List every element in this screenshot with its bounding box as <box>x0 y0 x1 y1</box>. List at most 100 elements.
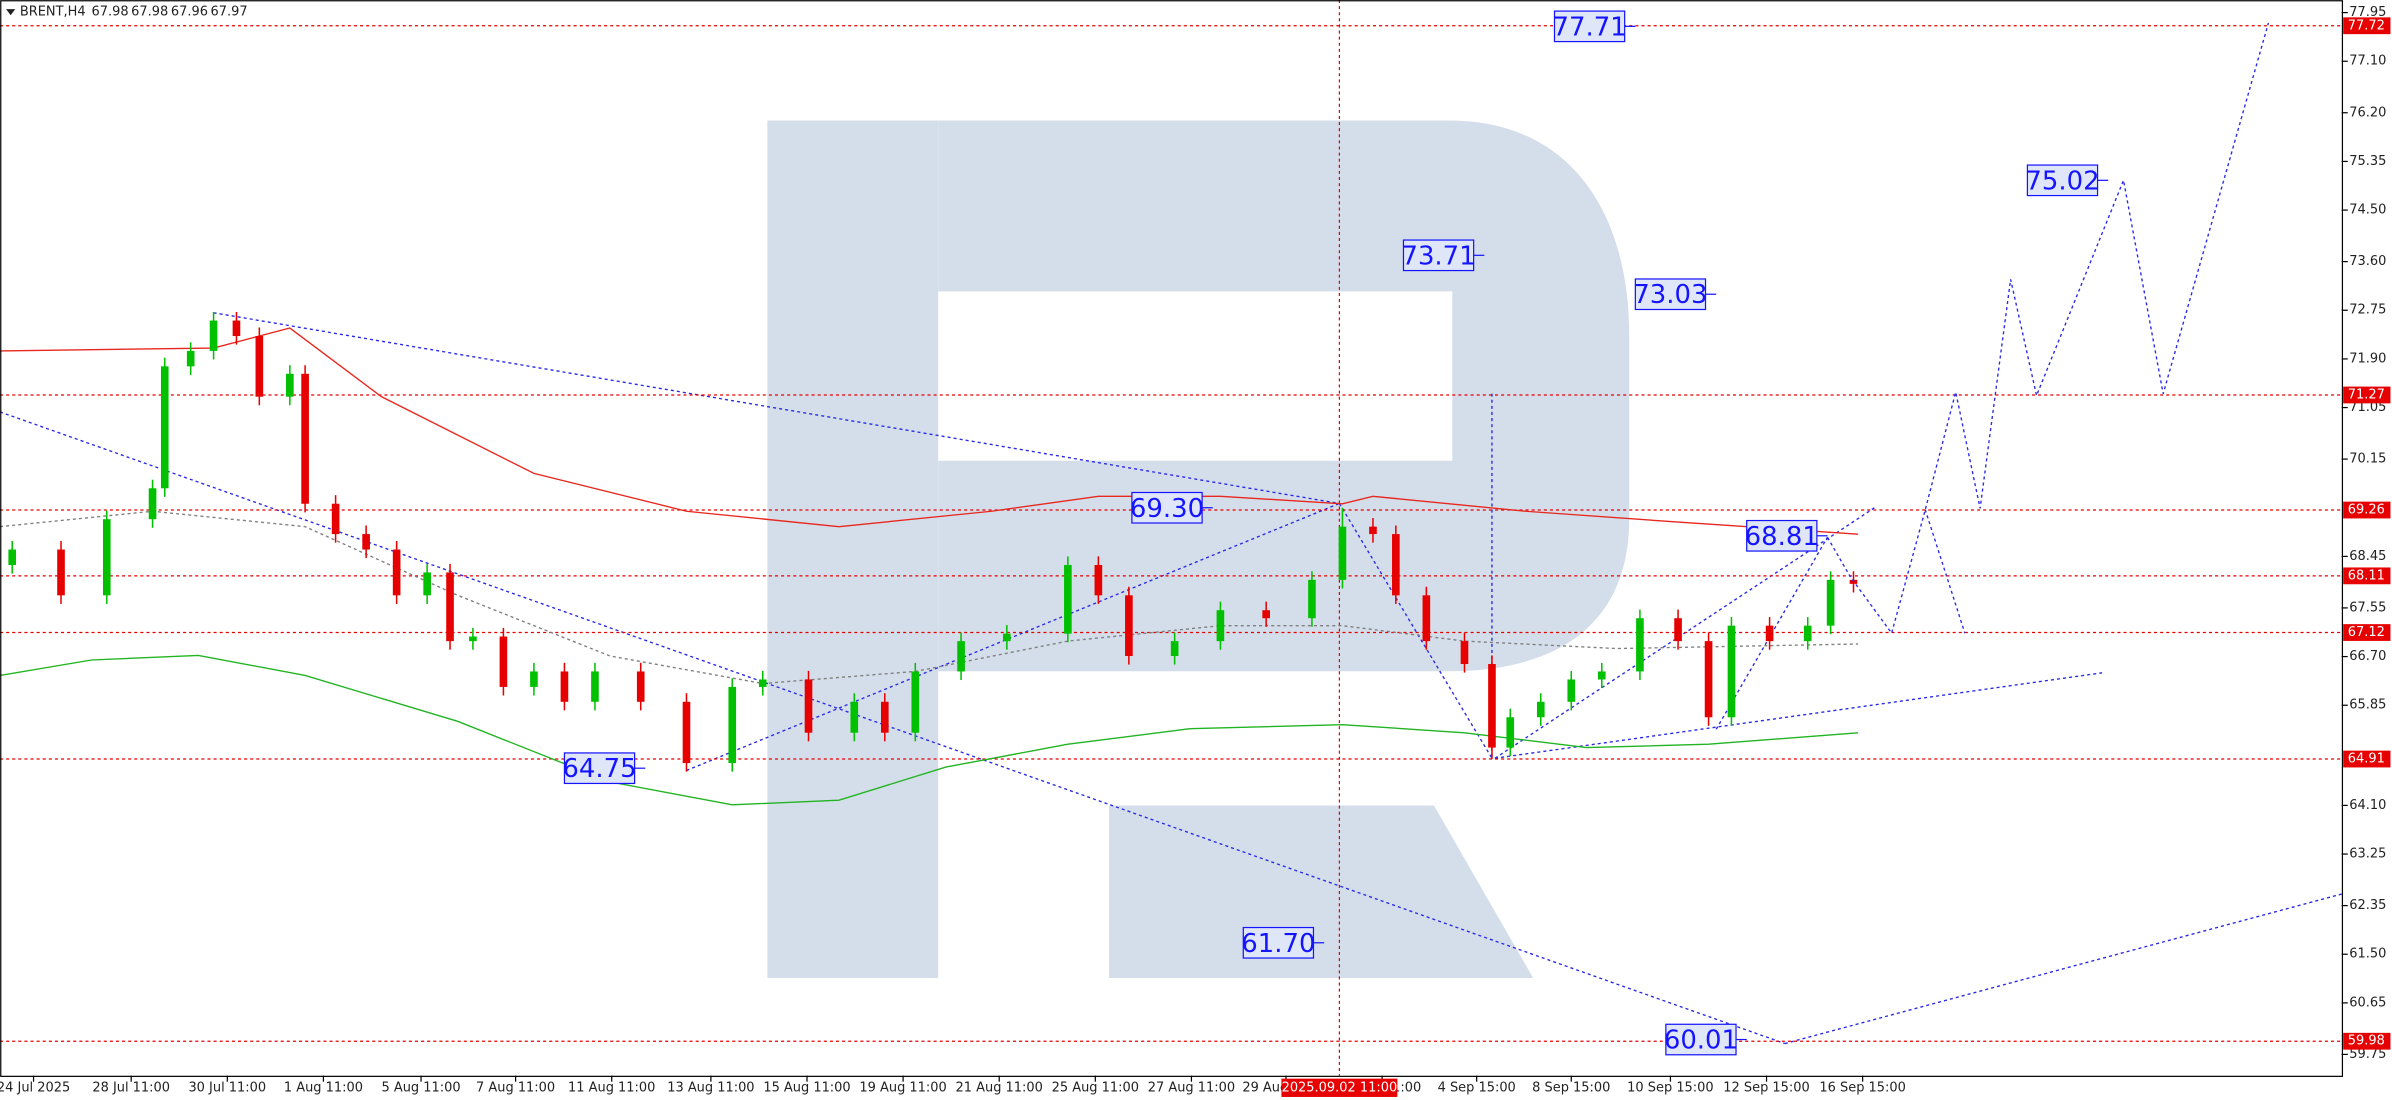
candle-body <box>880 701 889 733</box>
x-tick-label: 8 Sep 15:00 <box>1532 1080 1610 1095</box>
annotation-label: 68.81 <box>1745 522 1819 552</box>
x-tick-label: 21 Aug 11:00 <box>956 1080 1043 1095</box>
x-tick-label: 4 Sep 15:00 <box>1438 1080 1516 1095</box>
candle-body <box>682 701 691 764</box>
y-tick-label: 61.50 <box>2349 947 2386 962</box>
candle-body <box>1094 564 1103 596</box>
price-tag: 69.26 <box>2348 503 2385 518</box>
price-tag: 67.12 <box>2348 625 2385 640</box>
price-tag-box <box>2343 501 2391 519</box>
candle-body <box>1727 625 1736 718</box>
x-tick-label: 5 Aug 11:00 <box>381 1080 460 1095</box>
candle-body <box>8 549 17 565</box>
candle-body <box>186 350 195 367</box>
candle-body <box>1636 618 1644 672</box>
plot-frame <box>0 0 2344 1077</box>
candle-body <box>209 320 218 351</box>
y-tick-label: 72.75 <box>2349 303 2386 318</box>
candle-body <box>1003 633 1011 642</box>
price-tag-box <box>2343 624 2391 641</box>
y-tick-label: 64.10 <box>2349 798 2386 813</box>
candle-body <box>1704 641 1713 718</box>
y-tick-label: 67.55 <box>2349 600 2386 615</box>
candle-body <box>728 686 737 764</box>
candle-body <box>530 671 538 687</box>
y-tick-label: 73.60 <box>2349 254 2386 269</box>
x-tick-label: 7 Aug 11:00 <box>476 1080 555 1095</box>
candle-body <box>1826 579 1835 626</box>
x-tick-label: 28 Jul 11:00 <box>92 1080 170 1095</box>
annotation-box <box>1131 491 1203 524</box>
annotation-label: 64.75 <box>562 754 636 784</box>
candle-body <box>1369 526 1377 535</box>
candle-body <box>1262 610 1270 619</box>
annotation-label: 77.71 <box>1552 12 1626 42</box>
annotation-box <box>563 752 636 785</box>
y-tick-label: 60.65 <box>2349 995 2386 1010</box>
crosshair-label-box <box>1281 1078 1398 1097</box>
price-tag: 71.27 <box>2348 387 2385 402</box>
x-tick-label: 11 Aug 11:00 <box>568 1080 655 1095</box>
y-tick-label: 65.85 <box>2349 698 2386 713</box>
candle-body <box>957 641 965 672</box>
candle-body <box>301 373 309 504</box>
y-tick-label: 71.05 <box>2349 400 2386 415</box>
candle-body <box>1536 701 1545 718</box>
y-tick-label: 59.75 <box>2349 1047 2386 1062</box>
candle-body <box>1338 526 1347 580</box>
moving-average <box>0 327 1859 535</box>
annotation-label: 69.30 <box>1130 494 1204 524</box>
candle-body <box>1125 595 1133 657</box>
candle-body <box>331 503 340 535</box>
y-tick-label: 66.70 <box>2349 649 2386 664</box>
forecast-path <box>1826 22 2270 635</box>
y-tick-label: 77.95 <box>2349 5 2386 20</box>
candle-body <box>1064 564 1072 634</box>
x-tick-label: 27 Aug 11:00 <box>1148 1080 1235 1095</box>
header-value: 67.96 <box>171 5 208 20</box>
symbol: BRENT,H4 <box>20 5 86 20</box>
annotation-box <box>1402 239 1475 272</box>
annotation-box <box>1634 278 1707 311</box>
candle-body <box>160 366 169 489</box>
candle-body <box>499 636 508 687</box>
candle-body <box>591 671 599 702</box>
price-tag-box <box>2343 17 2391 35</box>
x-tick-label: 30 Jul 11:00 <box>188 1080 266 1095</box>
candle-body <box>1674 618 1682 642</box>
price-tag-box <box>2343 386 2391 404</box>
header-value: 67.98 <box>92 5 129 20</box>
candle-body <box>446 572 454 642</box>
x-tick-label: 1 Aug 11:00 <box>284 1080 363 1095</box>
x-tick-label: 24 Jul 2025 <box>0 1080 70 1095</box>
symbol-menu-icon <box>6 9 16 16</box>
candle-body <box>469 636 477 642</box>
moving-average <box>0 654 1859 806</box>
price-tag: 77.72 <box>2348 18 2385 33</box>
y-tick-label: 70.15 <box>2349 452 2386 467</box>
price-tag-box <box>2343 567 2391 585</box>
candle-body <box>57 549 65 596</box>
candle-body <box>1597 671 1606 680</box>
price-tag: 59.98 <box>2348 1034 2385 1049</box>
x-tick-label: 12 Sep 15:00 <box>1723 1080 1809 1095</box>
candle-body <box>148 488 157 520</box>
x-tick-label: 19 Aug 11:00 <box>859 1080 946 1095</box>
x-tick-label: 25 Aug 11:00 <box>1052 1080 1139 1095</box>
candle-body <box>1392 534 1400 596</box>
header-value: 67.98 <box>131 5 168 20</box>
x-tick-label: 16 Sep 15:00 <box>1819 1080 1905 1095</box>
y-tick-label: 77.10 <box>2349 54 2386 69</box>
candle-body <box>1803 625 1812 642</box>
candle-body <box>1460 641 1469 665</box>
candle-body <box>1506 717 1515 748</box>
annotation-box <box>1242 926 1315 959</box>
y-tick-label: 71.90 <box>2349 351 2386 366</box>
candle-body <box>804 679 813 733</box>
price-tag-box <box>2343 750 2391 768</box>
candle-body <box>1422 595 1431 642</box>
crosshair-label: 2025.09.02 11:00 <box>1282 1080 1398 1095</box>
